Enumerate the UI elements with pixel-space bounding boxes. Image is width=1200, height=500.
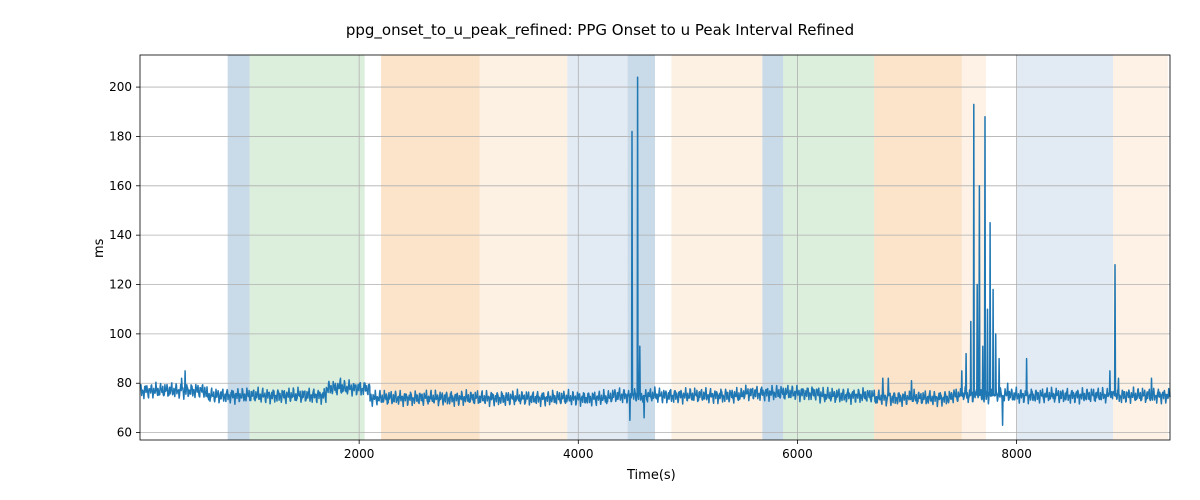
y-tick-label: 60 — [117, 426, 132, 440]
plot-area: 2000 4000 6000 8000 60 80 100 120 140 160 180 200 — [0, 0, 1200, 500]
span — [228, 55, 250, 440]
x-axis-label: Time(s) — [627, 468, 676, 483]
y-tick-label: 100 — [109, 327, 132, 341]
span — [1113, 55, 1168, 440]
y-tick-label: 140 — [109, 228, 132, 242]
y-tick-label: 180 — [109, 129, 132, 143]
span — [381, 55, 480, 440]
y-tick-label: 160 — [109, 179, 132, 193]
x-tick-label: 2000 — [344, 447, 375, 461]
span — [762, 55, 783, 440]
span — [567, 55, 627, 440]
figure: ppg_onset_to_u_peak_refined: PPG Onset t… — [0, 0, 1200, 500]
x-tick-label: 8000 — [1001, 447, 1032, 461]
span — [1017, 55, 1113, 440]
span — [480, 55, 568, 440]
y-tick-label: 120 — [109, 278, 132, 292]
y-axis-label: ms — [92, 238, 107, 257]
y-tick-label: 80 — [117, 376, 132, 390]
span — [874, 55, 962, 440]
x-tick-label: 6000 — [782, 447, 813, 461]
span — [783, 55, 874, 440]
span — [250, 55, 365, 440]
x-tick-label: 4000 — [563, 447, 594, 461]
y-tick-label: 200 — [109, 80, 132, 94]
span — [671, 55, 762, 440]
